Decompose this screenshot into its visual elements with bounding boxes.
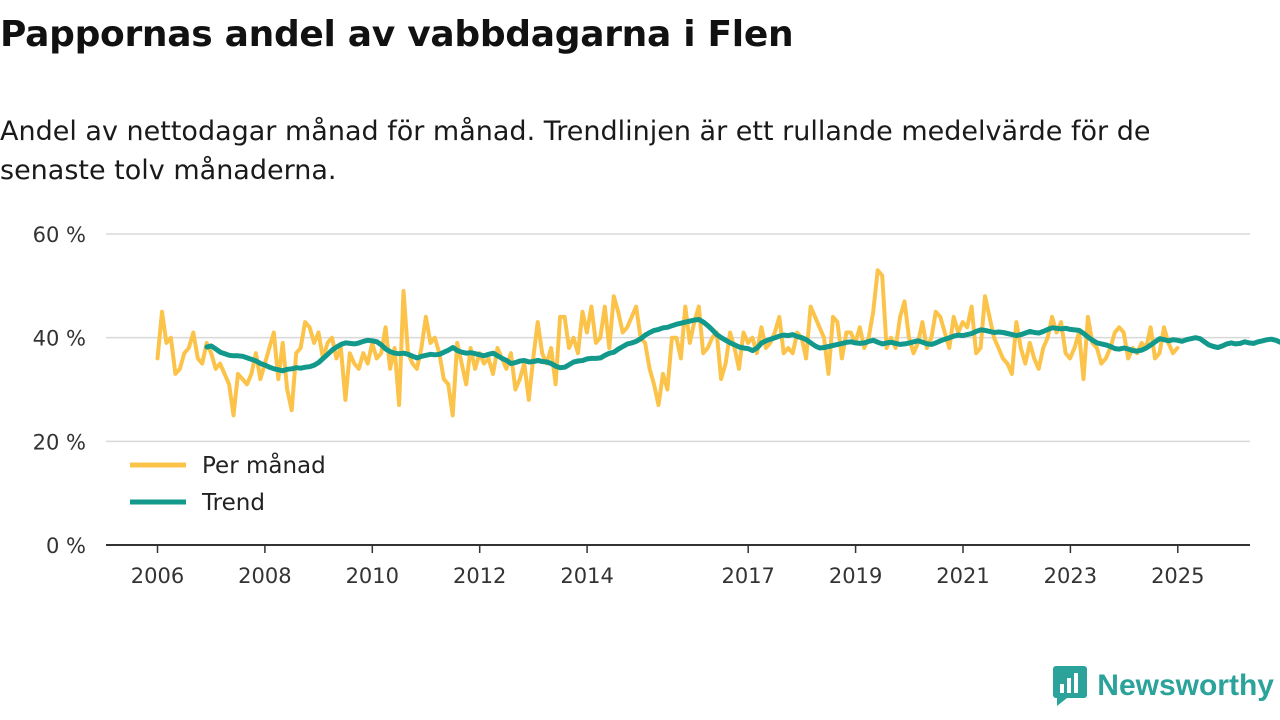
newsworthy-logo-icon — [1053, 666, 1088, 706]
x-tick-label-2023: 2023 — [1044, 564, 1097, 588]
x-tick-label-2014: 2014 — [560, 564, 613, 588]
x-tick-label-2017: 2017 — [721, 564, 774, 588]
legend-label-trend: Trend — [201, 490, 265, 516]
brand-name: Newsworthy — [1097, 669, 1274, 702]
x-tick-label-2006: 2006 — [131, 564, 184, 588]
y-axis-tick-labels: 0 % 20 % 40 % 60 % — [33, 223, 86, 558]
x-tick-label-2012: 2012 — [453, 564, 506, 588]
legend-label-per-manad: Per månad — [202, 451, 326, 479]
x-tick-label-2025: 2025 — [1151, 564, 1204, 588]
y-tick-label-20: 20 % — [33, 430, 86, 454]
x-tick-label-2021: 2021 — [936, 564, 989, 588]
x-axis: 2006 2008 2010 2012 2014 2017 2019 2021 2023 2025 — [106, 544, 1250, 588]
x-tick-label-2019: 2019 — [829, 564, 882, 588]
y-tick-label-0: 0 % — [46, 534, 86, 558]
y-tick-label-40: 40 % — [33, 327, 86, 351]
series-line-trend — [204, 317, 1280, 374]
chart-subtitle: Andel av nettodagar månad för månad. Tre… — [0, 116, 1151, 186]
x-tick-label-2010: 2010 — [346, 564, 399, 588]
x-tick-label-2008: 2008 — [238, 564, 291, 588]
newsworthy-brand: Newsworthy — [1053, 666, 1274, 706]
series-lines — [155, 268, 1280, 418]
legend: Per månad Trend — [130, 451, 326, 516]
series-line-per-manad — [155, 268, 1180, 418]
chart-title: Pappornas andel av vabbdagarna i Flen — [0, 14, 794, 55]
y-tick-label-60: 60 % — [33, 223, 86, 247]
